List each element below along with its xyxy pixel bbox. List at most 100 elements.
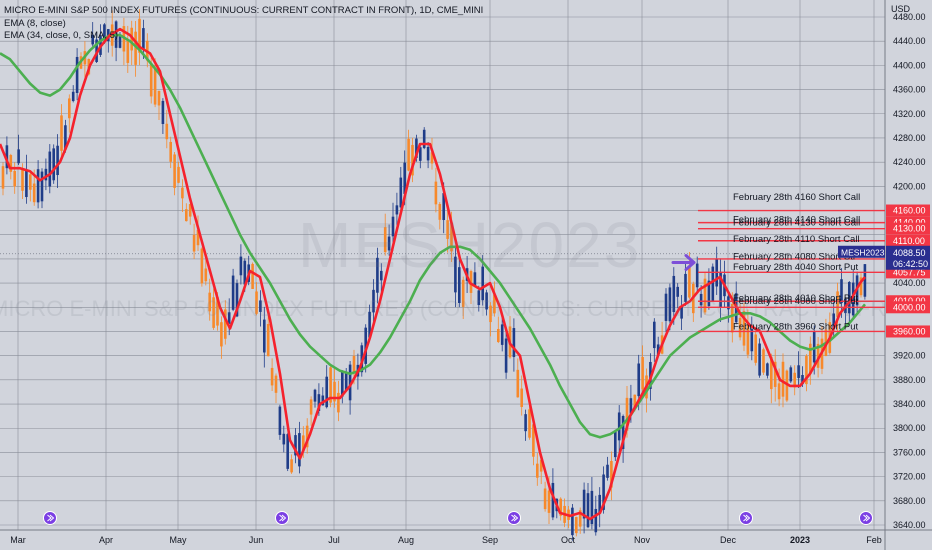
candlesticks (1, 9, 867, 541)
countdown: 06:42:50 (893, 259, 928, 269)
candle-body (317, 394, 321, 411)
event-icons (43, 511, 873, 525)
candle-body (500, 324, 504, 345)
candle-body (621, 416, 625, 449)
candle-body (64, 125, 67, 150)
candle-body (532, 424, 535, 457)
candle-body (185, 209, 188, 222)
candle-body (617, 412, 621, 441)
candle-body (497, 328, 500, 343)
candle-body (458, 267, 461, 304)
candle-body (364, 327, 367, 364)
candle-body (68, 98, 71, 119)
time-axis: Mar Apr May Jun Jul Aug Sep Oct Nov Dec 2023 Feb (10, 535, 882, 545)
annotation-text: February 28th 4010 Short Put (733, 293, 859, 304)
candle-body (426, 146, 430, 161)
candle-body (200, 248, 204, 284)
time-tick: Apr (99, 535, 113, 545)
price-tick: 4480.00 (893, 12, 926, 22)
time-tick: Mar (10, 535, 26, 545)
candle-body (91, 34, 94, 45)
ema-lines (0, 27, 867, 521)
chevron-icon (47, 514, 55, 522)
current-price: 4088.50 (893, 248, 926, 258)
candle-body (446, 220, 449, 239)
candle-body (407, 138, 410, 171)
candle-body (403, 162, 406, 194)
chevron-icon (511, 514, 519, 522)
candle-body (586, 493, 590, 528)
candle-body (575, 517, 578, 534)
candle-body (840, 279, 843, 304)
candle-body (239, 256, 243, 276)
price-label: 4000.00 (893, 302, 926, 312)
time-tick: Sep (482, 535, 498, 545)
candle-body (224, 309, 227, 339)
price-label: 4057.75 (893, 267, 926, 277)
candle-body (793, 372, 796, 388)
chart-title[interactable]: MICRO E-MINI S&P 500 INDEX FUTURES (CONT… (4, 5, 484, 16)
candle-body (103, 24, 106, 38)
candle-body (192, 234, 196, 252)
candle-body (731, 303, 734, 333)
dividend-icon (859, 511, 873, 525)
candle-body (48, 151, 52, 187)
candle-body (797, 365, 800, 378)
candle-body (469, 271, 473, 293)
candle-body (305, 425, 309, 448)
candle-body (138, 18, 141, 53)
candle-body (504, 338, 508, 373)
candle-body (672, 275, 676, 313)
candle-body (571, 507, 574, 536)
time-tick: Aug (398, 535, 414, 545)
price-tick: 4400.00 (893, 60, 926, 70)
candle-body (520, 388, 523, 407)
annotation-text: February 28th 4130 Short Call (733, 218, 860, 229)
candle-body (309, 399, 313, 415)
candle-body (181, 187, 184, 199)
candle-body (216, 297, 219, 326)
candle-body (777, 383, 781, 400)
ema-line (0, 33, 866, 439)
candle-body (473, 272, 477, 286)
candle-body (294, 435, 297, 456)
price-tick: 4280.00 (893, 133, 926, 143)
candle-body (235, 283, 239, 317)
time-tick: Jun (249, 535, 264, 545)
candle-body (637, 363, 640, 397)
candle-body (56, 145, 59, 176)
candle-body (524, 414, 527, 432)
candle-body (270, 367, 274, 386)
symbol-tag-bg (838, 245, 885, 258)
candle-body (134, 31, 137, 65)
annotation-text: February 28th 4140 Short Call (733, 215, 860, 226)
candle-body (699, 293, 703, 306)
candle-body (13, 171, 16, 187)
candle-body (750, 329, 754, 352)
candle-body (629, 398, 633, 414)
ema-fast-legend[interactable]: EMA (8, close) (4, 18, 66, 29)
price-label-bg (886, 234, 930, 247)
candle-body (805, 355, 808, 385)
candle-body (1, 166, 5, 189)
candle-body (832, 313, 835, 329)
candle-body (380, 270, 383, 281)
arrow-icon (671, 254, 696, 272)
candle-body (461, 279, 465, 307)
candle-body (707, 280, 711, 307)
time-tick: 2023 (790, 535, 810, 545)
candle-body (762, 349, 765, 373)
candle-body (177, 166, 180, 183)
candle-body (656, 344, 660, 356)
ema-slow-legend[interactable]: EMA (34, close, 0, SMA, 5) (4, 30, 119, 41)
candle-body (231, 275, 235, 310)
price-label: 3960.00 (893, 326, 926, 336)
candle-body (383, 227, 387, 253)
candle-body (348, 364, 352, 401)
ema-line (0, 27, 867, 521)
time-tick: Feb (866, 535, 882, 545)
candle-body (719, 271, 722, 308)
price-label: 4140.00 (893, 218, 926, 228)
candle-body (746, 323, 750, 355)
